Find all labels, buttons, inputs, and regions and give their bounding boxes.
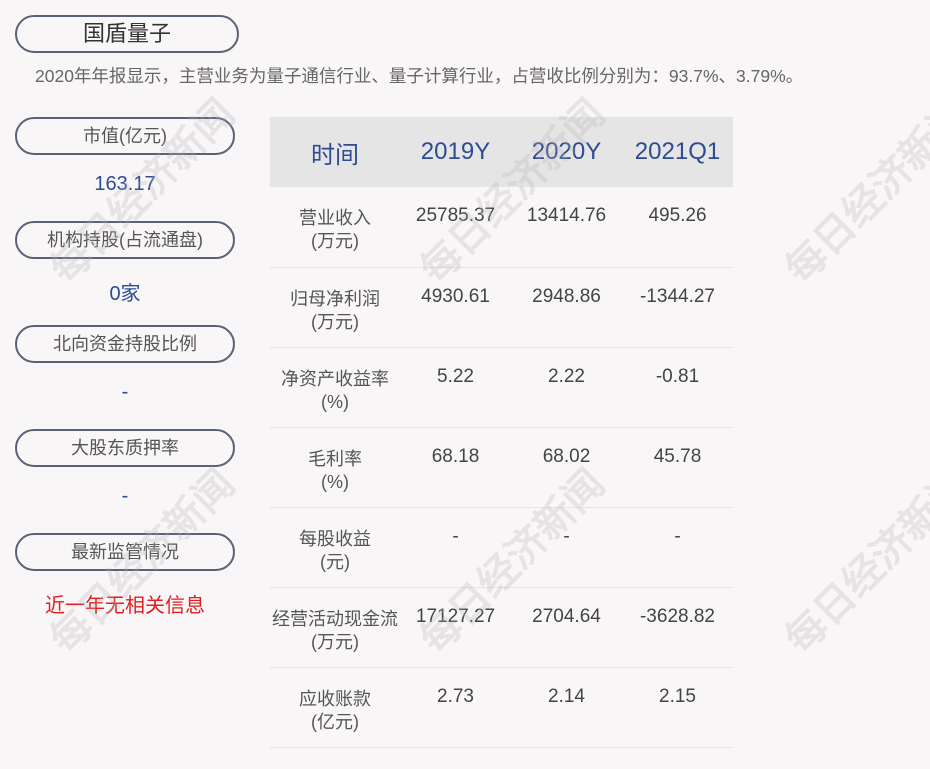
table-row: 毛利率 (%) 68.18 68.02 45.78 [270,427,733,508]
row-label: 应收账款 (亿元) [270,667,400,748]
table-row: 营业收入 (万元) 25785.37 13414.76 495.26 [270,187,733,268]
row-unit: (%) [321,391,349,412]
row-label-text: 应收账款 [299,688,371,709]
column-header: 2020Y [511,117,622,187]
table-row: 归母净利润 (万元) 4930.61 2948.86 -1344.27 [270,267,733,348]
watermark: 每日经济新闻 [777,461,930,663]
cell-value: - [400,507,511,588]
row-unit: (元) [320,551,350,572]
row-label: 净资产收益率 (%) [270,347,400,428]
table-row: 净资产收益率 (%) 5.22 2.22 -0.81 [270,347,733,428]
row-unit: (万元) [311,231,359,251]
cell-value: 68.02 [511,427,622,508]
cell-value: 2.73 [400,667,511,748]
metric-label: 最新监管情况 [15,533,235,571]
metric-value: 0家 [109,283,141,305]
metric-label: 机构持股(占流通盘) [15,221,235,259]
row-unit: (万元) [311,311,359,332]
row-label-text: 经营活动现金流 [272,608,398,629]
row-label: 营业收入 (万元) [270,187,400,268]
cell-value: - [622,507,733,588]
cell-value: 25785.37 [400,187,511,268]
cell-value: 13414.76 [511,187,622,268]
business-summary: 2020年年报显示，主营业务为量子通信行业、量子计算行业，占营收比例分别为：93… [35,66,804,86]
row-label: 归母净利润 (万元) [270,267,400,348]
cell-value: 2.22 [511,347,622,428]
watermark: 每日经济新闻 [777,91,930,293]
row-label-text: 每股收益 [299,528,371,549]
cell-value: -3628.82 [622,587,733,668]
metric-label: 北向资金持股比例 [15,325,235,363]
cell-value: -1344.27 [622,267,733,348]
cell-value: 2.15 [622,667,733,748]
cell-value: 68.18 [400,427,511,508]
row-label: 经营活动现金流 (万元) [270,587,400,668]
column-header: 2019Y [400,117,511,187]
metric-value: 163.17 [94,173,156,195]
table-row: 应收账款 (亿元) 2.73 2.14 2.15 [270,667,733,748]
row-label-text: 毛利率 [308,448,362,469]
row-label-text: 净资产收益率 [281,368,389,389]
cell-value: 495.26 [622,187,733,268]
metric-label: 大股东质押率 [15,429,235,467]
financial-table: 时间 2019Y 2020Y 2021Q1 营业收入 (万元) 25785.37 13414… [270,117,733,748]
stock-name-title: 国盾量子 [15,15,239,53]
table-row: 每股收益 (元) - - - [270,507,733,588]
row-unit: (%) [321,471,349,492]
row-label: 毛利率 (%) [270,427,400,508]
cell-value: - [511,507,622,588]
metric-label: 市值(亿元) [15,117,235,155]
cell-value: 45.78 [622,427,733,508]
cell-value: -0.81 [622,347,733,428]
metric-value: 近一年无相关信息 [45,595,205,617]
cell-value: 2704.64 [511,587,622,668]
row-label-text: 营业收入 [299,208,371,228]
cell-value: 2948.86 [511,267,622,348]
cell-value: 5.22 [400,347,511,428]
cell-value: 17127.27 [400,587,511,668]
cell-value: 2.14 [511,667,622,748]
row-unit: (万元) [311,631,359,652]
column-header: 2021Q1 [622,117,733,187]
metric-value: - [121,381,129,403]
row-label-text: 归母净利润 [290,288,380,309]
row-label: 每股收益 (元) [270,507,400,588]
table-row: 经营活动现金流 (万元) 17127.27 2704.64 -3628.82 [270,587,733,668]
metric-value: - [121,485,129,507]
cell-value: 4930.61 [400,267,511,348]
column-header: 时间 [270,117,400,187]
row-unit: (亿元) [311,711,359,732]
